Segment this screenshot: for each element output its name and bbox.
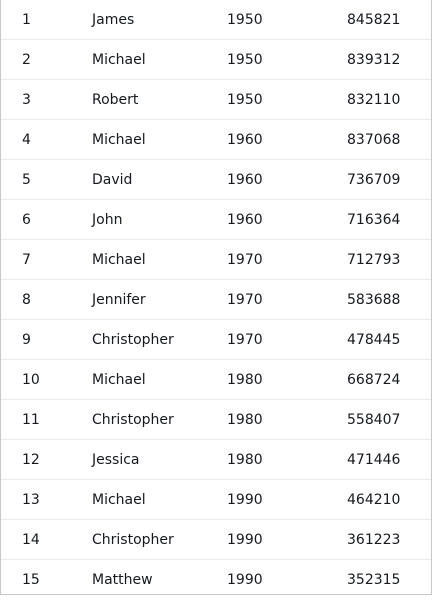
year-cell: 1950 (227, 52, 263, 68)
year-cell: 1980 (227, 412, 263, 428)
name-cell: David (92, 172, 133, 188)
table-row: 9 Christopher 1970 478445 (1, 320, 431, 360)
table-row: 2 Michael 1950 839312 (1, 40, 431, 80)
year-cell: 1960 (227, 172, 263, 188)
year-cell: 1950 (227, 12, 263, 28)
rank-cell: 6 (22, 212, 31, 228)
rank-cell: 9 (22, 332, 31, 348)
count-cell: 736709 (347, 172, 401, 188)
rank-cell: 5 (22, 172, 31, 188)
count-cell: 716364 (347, 212, 401, 228)
year-cell: 1960 (227, 132, 263, 148)
year-cell: 1980 (227, 452, 263, 468)
year-cell: 1990 (227, 572, 263, 588)
count-cell: 712793 (347, 252, 401, 268)
name-cell: Michael (92, 52, 146, 68)
year-cell: 1970 (227, 292, 263, 308)
rank-cell: 8 (22, 292, 31, 308)
name-cell: Michael (92, 492, 146, 508)
name-cell: Christopher (92, 412, 174, 428)
table-row: 10 Michael 1980 668724 (1, 360, 431, 400)
name-cell: Christopher (92, 332, 174, 348)
year-cell: 1960 (227, 212, 263, 228)
table-row: 1 James 1950 845821 (1, 0, 431, 40)
year-cell: 1990 (227, 492, 263, 508)
count-cell: 464210 (347, 492, 401, 508)
count-cell: 558407 (347, 412, 401, 428)
table-row: 12 Jessica 1980 471446 (1, 440, 431, 480)
name-cell: Jessica (92, 452, 140, 468)
count-cell: 832110 (347, 92, 401, 108)
table-row: 14 Christopher 1990 361223 (1, 520, 431, 560)
rank-cell: 10 (22, 372, 40, 388)
year-cell: 1990 (227, 532, 263, 548)
rank-cell: 1 (22, 12, 31, 28)
rank-cell: 7 (22, 252, 31, 268)
rank-cell: 3 (22, 92, 31, 108)
table-row: 7 Michael 1970 712793 (1, 240, 431, 280)
name-cell: Robert (92, 92, 139, 108)
year-cell: 1980 (227, 372, 263, 388)
table-row: 8 Jennifer 1970 583688 (1, 280, 431, 320)
rank-cell: 13 (22, 492, 40, 508)
name-cell: Michael (92, 372, 146, 388)
count-cell: 361223 (347, 532, 401, 548)
table-row: 11 Christopher 1980 558407 (1, 400, 431, 440)
name-cell: Matthew (92, 572, 153, 588)
count-cell: 837068 (347, 132, 401, 148)
count-cell: 352315 (347, 572, 401, 588)
name-cell: Jennifer (92, 292, 146, 308)
count-cell: 839312 (347, 52, 401, 68)
name-cell: Michael (92, 132, 146, 148)
name-cell: James (92, 12, 135, 28)
name-cell: Christopher (92, 532, 174, 548)
table-row: 3 Robert 1950 832110 (1, 80, 431, 120)
count-cell: 471446 (347, 452, 401, 468)
count-cell: 668724 (347, 372, 401, 388)
rank-cell: 14 (22, 532, 40, 548)
table-row: 15 Matthew 1990 352315 (1, 560, 431, 600)
rank-cell: 15 (22, 572, 40, 588)
count-cell: 478445 (347, 332, 401, 348)
name-cell: John (92, 212, 123, 228)
year-cell: 1950 (227, 92, 263, 108)
name-cell: Michael (92, 252, 146, 268)
table-row: 13 Michael 1990 464210 (1, 480, 431, 520)
year-cell: 1970 (227, 252, 263, 268)
rank-cell: 4 (22, 132, 31, 148)
count-cell: 845821 (347, 12, 401, 28)
table-row: 5 David 1960 736709 (1, 160, 431, 200)
rank-cell: 12 (22, 452, 40, 468)
rank-cell: 2 (22, 52, 31, 68)
table-row: 4 Michael 1960 837068 (1, 120, 431, 160)
count-cell: 583688 (347, 292, 401, 308)
year-cell: 1970 (227, 332, 263, 348)
table-row: 6 John 1960 716364 (1, 200, 431, 240)
rank-cell: 11 (22, 412, 40, 428)
